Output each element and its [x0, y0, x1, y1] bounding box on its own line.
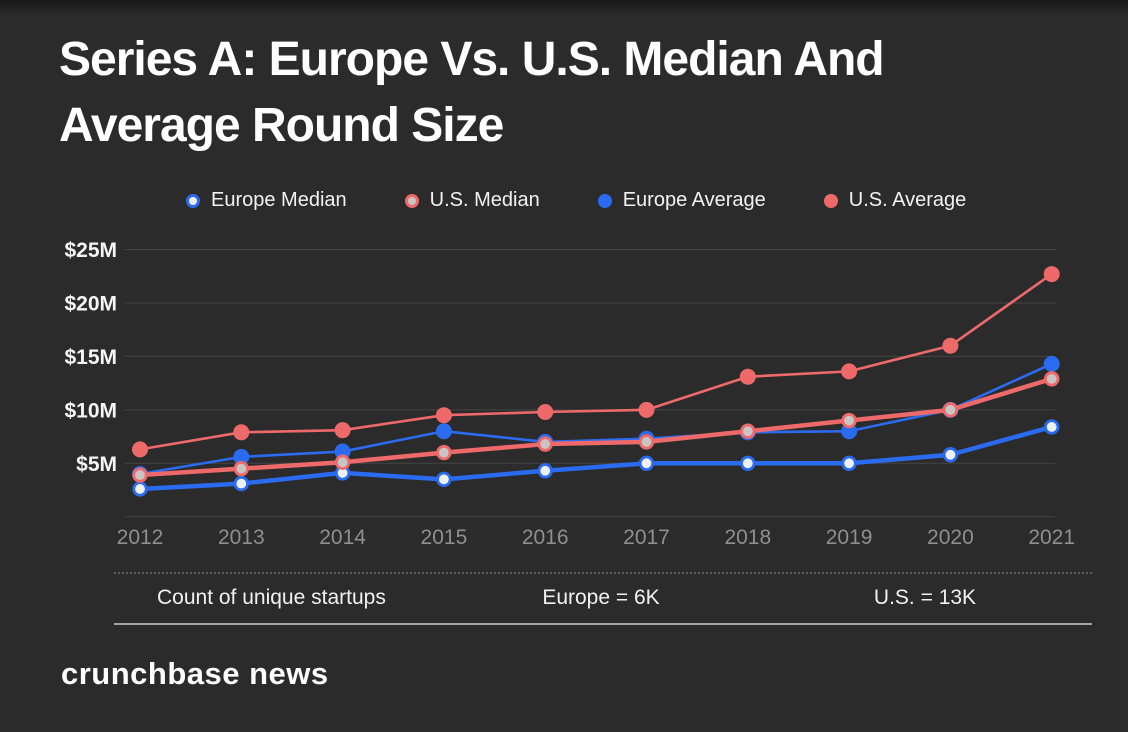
legend-item-europe-average[interactable]: Europe Average [597, 189, 766, 212]
data-point[interactable] [436, 444, 452, 461]
data-point[interactable] [233, 460, 250, 477]
data-point[interactable] [1043, 355, 1060, 372]
footnote-separator-bottom [114, 623, 1092, 625]
series-line-u-s-average [138, 272, 1053, 451]
data-point[interactable] [233, 448, 250, 465]
data-point[interactable] [537, 436, 553, 452]
y-axis-tick-label: $5M [76, 453, 117, 476]
series-line-europe-median [137, 424, 1054, 492]
data-point[interactable] [841, 363, 858, 380]
x-axis-tick-label: 2019 [826, 526, 873, 549]
data-point[interactable] [841, 423, 858, 440]
data-point[interactable] [436, 471, 452, 488]
data-point[interactable] [638, 434, 655, 450]
data-point[interactable] [1043, 419, 1060, 435]
us-median-marker-icon [404, 193, 419, 208]
y-axis-tick-label: $15M [64, 346, 117, 369]
data-point[interactable] [537, 463, 553, 479]
x-axis-tick-label: 2021 [1028, 526, 1075, 549]
legend-label: U.S. Median [429, 189, 540, 211]
crunchbase-news-logo: crunchbase news [61, 656, 329, 691]
y-axis-tick-label: $20M [64, 292, 117, 315]
line-chart-plot: $25M $20M $15M $10M $5M 2012 2013 2014 2015 2016 2… [64, 239, 1075, 549]
data-point[interactable] [942, 402, 959, 418]
x-axis-tick-label: 2017 [623, 526, 670, 549]
us-average-marker-icon [823, 193, 838, 208]
data-point[interactable] [942, 447, 959, 463]
x-axis-tick-label: 2016 [522, 526, 569, 549]
x-axis-tick-label: 2013 [218, 526, 265, 549]
data-point[interactable] [942, 337, 959, 354]
series-line-u-s-median [137, 376, 1054, 478]
chart-legend: Europe Median U.S. Median Europe Average… [186, 189, 966, 212]
x-axis-tick-label: 2012 [117, 526, 164, 549]
data-point[interactable] [740, 423, 756, 439]
top-edge-shadow [0, 0, 1128, 16]
data-point[interactable] [132, 481, 148, 497]
footnote-us-count: U.S. = 13K [873, 586, 977, 609]
data-point[interactable] [132, 467, 148, 483]
chart-title-line2: Average Round Size [59, 99, 504, 152]
x-axis-tick-label: 2020 [927, 526, 974, 549]
data-point[interactable] [435, 423, 452, 440]
data-point[interactable] [638, 455, 655, 472]
data-point[interactable] [334, 443, 351, 460]
data-point[interactable] [638, 401, 655, 418]
data-point[interactable] [334, 454, 351, 470]
legend-item-us-median[interactable]: U.S. Median [404, 189, 540, 212]
footnote-separator-top [114, 572, 1092, 574]
y-axis-tick-label: $10M [64, 399, 117, 422]
x-axis-tick-label: 2015 [421, 526, 468, 549]
data-point[interactable] [1043, 371, 1060, 387]
legend-item-europe-median[interactable]: Europe Median [186, 189, 347, 212]
data-point[interactable] [334, 422, 351, 439]
data-point[interactable] [841, 412, 857, 429]
x-axis-tick-label: 2018 [724, 526, 771, 549]
series-line-europe-average [138, 362, 1053, 476]
chart-title: Series A: Europe Vs. U.S. Median And Ave… [59, 27, 1079, 159]
europe-median-marker-icon [186, 193, 200, 208]
data-point[interactable] [233, 475, 250, 492]
legend-label: Europe Average [622, 189, 766, 211]
legend-label: Europe Median [211, 189, 347, 211]
x-axis-tick-label: 2014 [319, 526, 366, 549]
legend-item-us-average[interactable]: U.S. Average [823, 189, 967, 212]
data-point[interactable] [1043, 266, 1060, 283]
footnote-count-label: Count of unique startups [157, 586, 386, 609]
data-point[interactable] [740, 455, 756, 472]
data-point[interactable] [435, 407, 452, 424]
data-point[interactable] [233, 424, 250, 441]
legend-label: U.S. Average [848, 189, 967, 211]
data-point[interactable] [739, 368, 756, 385]
data-point[interactable] [841, 455, 857, 472]
footnote-europe-count: Europe = 6K [542, 586, 660, 609]
footnote-row: Count of unique startups Europe = 6K U.S… [0, 586, 1128, 614]
data-point[interactable] [132, 441, 148, 458]
y-axis-tick-label: $25M [64, 239, 117, 262]
data-point[interactable] [537, 403, 554, 420]
chart-title-line1: Series A: Europe Vs. U.S. Median And [59, 33, 885, 86]
europe-average-marker-icon [597, 193, 612, 208]
